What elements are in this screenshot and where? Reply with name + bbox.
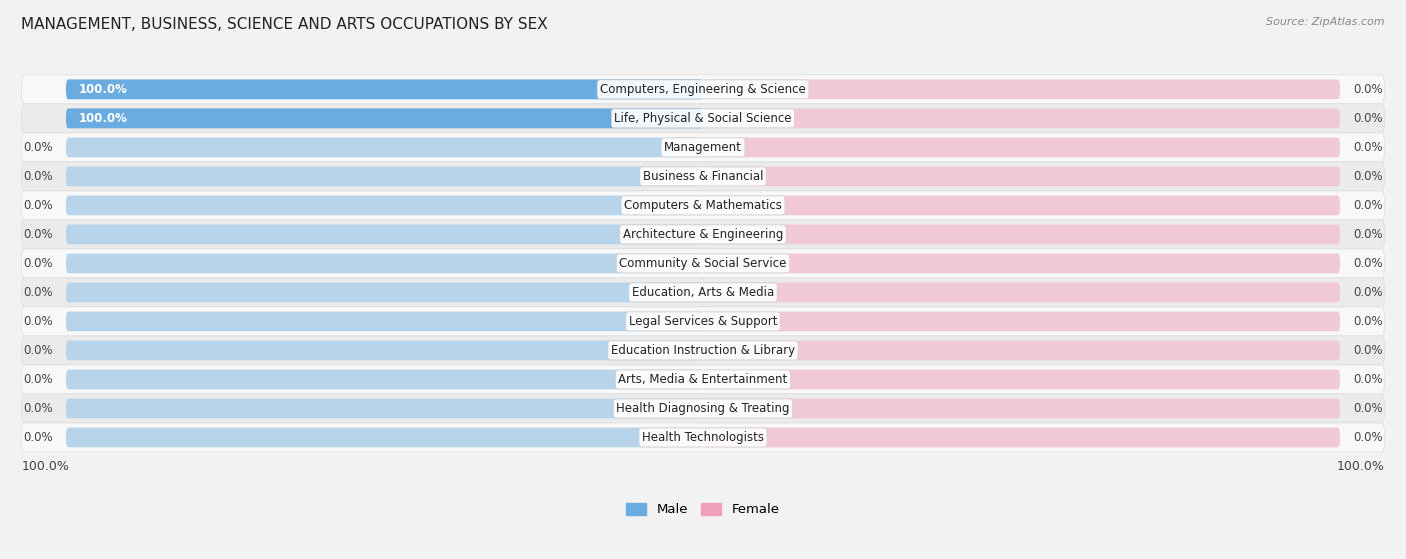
FancyBboxPatch shape — [66, 108, 703, 128]
Text: 100.0%: 100.0% — [21, 460, 69, 473]
Text: 0.0%: 0.0% — [24, 228, 53, 241]
Text: 0.0%: 0.0% — [24, 402, 53, 415]
FancyBboxPatch shape — [703, 79, 1340, 100]
Text: 0.0%: 0.0% — [1353, 344, 1382, 357]
Text: 0.0%: 0.0% — [1353, 431, 1382, 444]
FancyBboxPatch shape — [66, 369, 703, 389]
Text: 100.0%: 100.0% — [79, 83, 128, 96]
FancyBboxPatch shape — [66, 399, 703, 418]
FancyBboxPatch shape — [703, 311, 1340, 331]
Text: Life, Physical & Social Science: Life, Physical & Social Science — [614, 112, 792, 125]
FancyBboxPatch shape — [66, 138, 703, 157]
Text: 100.0%: 100.0% — [79, 112, 128, 125]
Text: Architecture & Engineering: Architecture & Engineering — [623, 228, 783, 241]
Text: 0.0%: 0.0% — [1353, 112, 1382, 125]
Text: 0.0%: 0.0% — [1353, 402, 1382, 415]
Text: 0.0%: 0.0% — [1353, 286, 1382, 299]
FancyBboxPatch shape — [21, 307, 1385, 336]
Text: 0.0%: 0.0% — [1353, 199, 1382, 212]
Text: 0.0%: 0.0% — [24, 344, 53, 357]
FancyBboxPatch shape — [66, 428, 703, 447]
Text: Education, Arts & Media: Education, Arts & Media — [631, 286, 775, 299]
Text: Education Instruction & Library: Education Instruction & Library — [612, 344, 794, 357]
FancyBboxPatch shape — [703, 428, 1340, 447]
Text: Arts, Media & Entertainment: Arts, Media & Entertainment — [619, 373, 787, 386]
FancyBboxPatch shape — [21, 423, 1385, 452]
FancyBboxPatch shape — [21, 394, 1385, 423]
FancyBboxPatch shape — [21, 75, 1385, 104]
Text: Health Technologists: Health Technologists — [643, 431, 763, 444]
FancyBboxPatch shape — [66, 225, 703, 244]
Text: Management: Management — [664, 141, 742, 154]
Text: 0.0%: 0.0% — [1353, 141, 1382, 154]
FancyBboxPatch shape — [703, 225, 1340, 244]
Text: 0.0%: 0.0% — [24, 170, 53, 183]
Text: 0.0%: 0.0% — [24, 315, 53, 328]
FancyBboxPatch shape — [66, 108, 703, 128]
Legend: Male, Female: Male, Female — [621, 498, 785, 522]
FancyBboxPatch shape — [703, 369, 1340, 389]
Text: 0.0%: 0.0% — [1353, 257, 1382, 270]
FancyBboxPatch shape — [66, 254, 703, 273]
Text: 0.0%: 0.0% — [24, 257, 53, 270]
FancyBboxPatch shape — [66, 167, 703, 186]
FancyBboxPatch shape — [21, 365, 1385, 394]
FancyBboxPatch shape — [21, 249, 1385, 278]
FancyBboxPatch shape — [703, 254, 1340, 273]
Text: 0.0%: 0.0% — [1353, 373, 1382, 386]
FancyBboxPatch shape — [66, 79, 703, 100]
Text: Business & Financial: Business & Financial — [643, 170, 763, 183]
FancyBboxPatch shape — [703, 340, 1340, 361]
Text: Source: ZipAtlas.com: Source: ZipAtlas.com — [1267, 17, 1385, 27]
FancyBboxPatch shape — [21, 336, 1385, 365]
FancyBboxPatch shape — [66, 311, 703, 331]
Text: 0.0%: 0.0% — [1353, 170, 1382, 183]
FancyBboxPatch shape — [21, 104, 1385, 133]
Text: 0.0%: 0.0% — [24, 373, 53, 386]
Text: 0.0%: 0.0% — [24, 199, 53, 212]
FancyBboxPatch shape — [66, 196, 703, 215]
Text: 0.0%: 0.0% — [24, 286, 53, 299]
Text: Computers, Engineering & Science: Computers, Engineering & Science — [600, 83, 806, 96]
Text: Computers & Mathematics: Computers & Mathematics — [624, 199, 782, 212]
Text: 100.0%: 100.0% — [1337, 460, 1385, 473]
FancyBboxPatch shape — [66, 282, 703, 302]
Text: 0.0%: 0.0% — [24, 141, 53, 154]
Text: Health Diagnosing & Treating: Health Diagnosing & Treating — [616, 402, 790, 415]
FancyBboxPatch shape — [703, 167, 1340, 186]
FancyBboxPatch shape — [66, 340, 703, 361]
Text: Community & Social Service: Community & Social Service — [619, 257, 787, 270]
FancyBboxPatch shape — [21, 162, 1385, 191]
FancyBboxPatch shape — [703, 399, 1340, 418]
FancyBboxPatch shape — [703, 138, 1340, 157]
Text: 0.0%: 0.0% — [24, 431, 53, 444]
FancyBboxPatch shape — [21, 133, 1385, 162]
Text: Legal Services & Support: Legal Services & Support — [628, 315, 778, 328]
Text: 0.0%: 0.0% — [1353, 315, 1382, 328]
Text: MANAGEMENT, BUSINESS, SCIENCE AND ARTS OCCUPATIONS BY SEX: MANAGEMENT, BUSINESS, SCIENCE AND ARTS O… — [21, 17, 548, 32]
FancyBboxPatch shape — [703, 108, 1340, 128]
Text: 0.0%: 0.0% — [1353, 228, 1382, 241]
FancyBboxPatch shape — [21, 220, 1385, 249]
FancyBboxPatch shape — [703, 196, 1340, 215]
FancyBboxPatch shape — [703, 282, 1340, 302]
FancyBboxPatch shape — [21, 191, 1385, 220]
FancyBboxPatch shape — [21, 278, 1385, 307]
Text: 0.0%: 0.0% — [1353, 83, 1382, 96]
FancyBboxPatch shape — [66, 79, 703, 100]
